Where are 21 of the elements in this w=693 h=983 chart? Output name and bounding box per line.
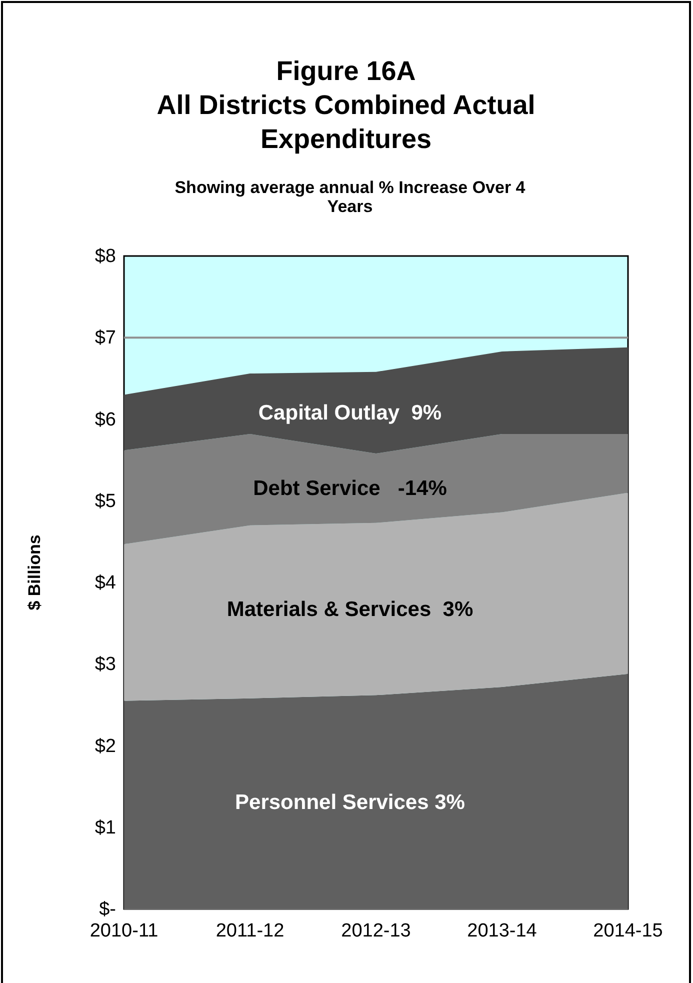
y-tick-label: $8 [94,246,116,268]
x-tick-label: 2010-11 [90,920,158,942]
x-tick-label: 2013-14 [467,920,538,942]
chart-subtitle: Showing average annual % Increase Over 4 Years [174,178,526,216]
x-tick-label: 2014-15 [593,920,663,942]
series-label: Personnel Services 3% [235,791,466,814]
y-tick-label: $1 [94,817,116,838]
y-axis-title: $ Billions [25,534,44,610]
y-tick-label: $4 [94,572,116,594]
y-tick-label: $5 [94,490,116,512]
y-tick-label: $6 [94,409,116,430]
series-label: Capital Outlay 9% [258,402,442,425]
chart-title: Figure 16A All Districts Combined Actual Expenditures [156,56,536,154]
series-label: Debt Service -14% [253,477,448,500]
y-tick-label: $7 [94,328,116,349]
y-tick-label: $- [99,899,116,920]
y-tick-label: $2 [94,736,116,757]
x-tick-label: 2011-12 [216,920,284,942]
x-tick-label: 2012-13 [341,920,411,942]
series-label: Materials & Services 3% [226,598,474,622]
y-tick-label: $3 [94,654,116,676]
